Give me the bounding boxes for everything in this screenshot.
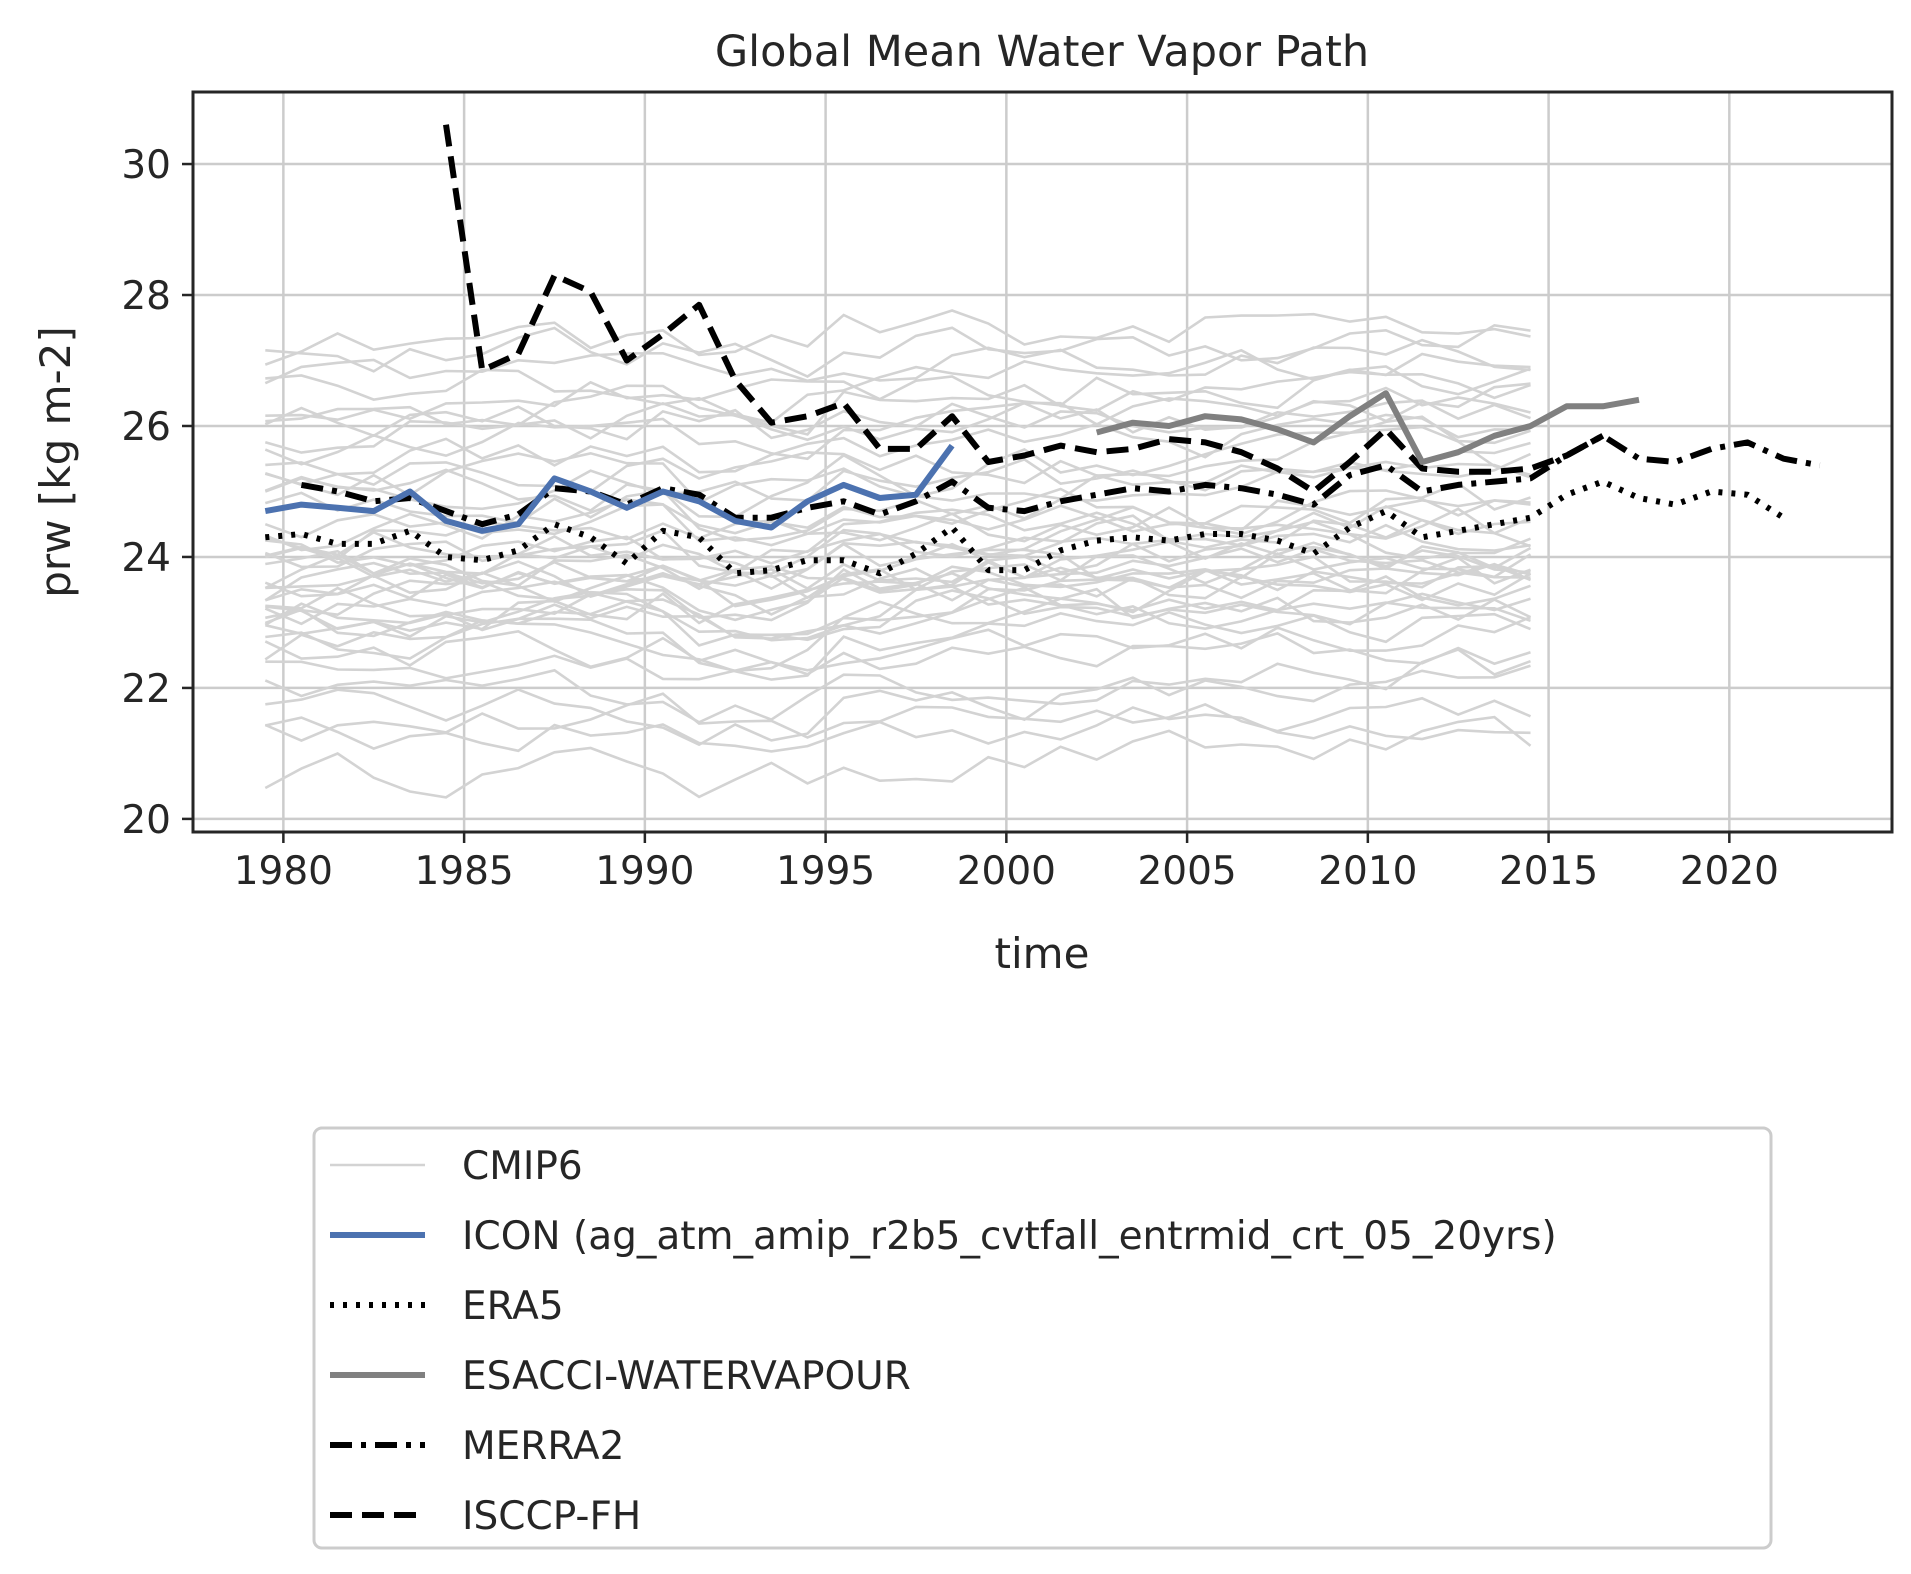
- series-group: [264, 124, 1821, 577]
- x-tick-label: 1985: [414, 849, 513, 894]
- cmip6-member-line: [265, 514, 1531, 567]
- x-axis-label: time: [995, 929, 1090, 978]
- cmip6-member-line: [265, 664, 1531, 747]
- cmip6-member-line: [264, 575, 1531, 642]
- merra2-line: [300, 432, 1821, 528]
- grid-lines: [193, 92, 1892, 832]
- legend-label-icon: ICON (ag_atm_amip_r2b5_cvtfall_entrmid_c…: [462, 1214, 1557, 1259]
- cmip6-member-line: [264, 425, 1531, 505]
- cmip6-member-line: [264, 482, 1531, 552]
- legend-label-era5: ERA5: [462, 1284, 564, 1329]
- cmip6-series-group: [264, 309, 1532, 799]
- legend-label-esacci-watervapour: ESACCI-WATERVAPOUR: [462, 1354, 911, 1399]
- esacci-watervapour-line: [1095, 390, 1640, 465]
- y-tick-label: 26: [121, 405, 171, 450]
- cmip6-member-line: [265, 323, 1531, 378]
- x-tick-label: 2020: [1680, 849, 1779, 894]
- x-tick-label: 1980: [234, 849, 333, 894]
- chart-title: Global Mean Water Vapor Path: [715, 27, 1369, 77]
- legend-box: [312, 1126, 1773, 1550]
- cmip6-member-line: [264, 338, 1531, 385]
- legend-label-isccp-fh: ISCCP-FH: [462, 1494, 641, 1539]
- cmip6-member-line: [264, 566, 1532, 636]
- x-tick-label: 2010: [1318, 849, 1417, 894]
- legend-label-merra2: MERRA2: [462, 1424, 624, 1469]
- cmip6-member-line: [265, 706, 1531, 753]
- plot-frame: [191, 90, 1894, 834]
- y-tick-label: 22: [121, 667, 171, 712]
- x-tick-label: 2005: [1137, 849, 1236, 894]
- x-tick-label: 2000: [957, 849, 1056, 894]
- y-tick-label: 30: [121, 143, 171, 188]
- y-tick-label: 28: [121, 274, 171, 319]
- legend-entries: CMIP6 ICON (ag_atm_amip_r2b5_cvtfall_entr…: [330, 1144, 1557, 1539]
- legend: CMIP6 ICON (ag_atm_amip_r2b5_cvtfall_entr…: [312, 1126, 1773, 1550]
- y-tick-label: 24: [121, 536, 171, 581]
- cmip6-member-line: [264, 615, 1531, 672]
- cmip6-member-line: [265, 589, 1531, 647]
- cmip6-member-line: [264, 540, 1531, 591]
- legend-label-cmip6: CMIP6: [462, 1144, 583, 1189]
- isccp-fh-line: [443, 124, 1605, 495]
- cmip6-member-line: [265, 520, 1531, 591]
- cmip6-member-line: [264, 715, 1532, 799]
- axis-ticks: 1980 1985 1990 1995 2000 2005 2010 2015 20202022…: [121, 143, 1779, 894]
- cmip6-member-line: [265, 348, 1531, 425]
- cmip6-member-line: [264, 586, 1531, 640]
- x-tick-label: 1995: [776, 849, 875, 894]
- cmip6-member-line: [264, 692, 1532, 743]
- x-tick-label: 1990: [595, 849, 694, 894]
- cmip6-member-line: [265, 632, 1531, 681]
- y-tick-label: 20: [121, 798, 171, 843]
- cmip6-member-line: [265, 555, 1531, 622]
- icon-line: [264, 443, 955, 534]
- x-tick-label: 2015: [1499, 849, 1598, 894]
- cmip6-member-line: [264, 452, 1532, 511]
- cmip6-member-line: [264, 545, 1532, 602]
- cmip6-member-line: [264, 648, 1531, 724]
- cmip6-member-line: [264, 309, 1531, 366]
- cmip6-member-line: [264, 610, 1531, 681]
- y-axis-label: prw [kg m-2]: [31, 326, 80, 598]
